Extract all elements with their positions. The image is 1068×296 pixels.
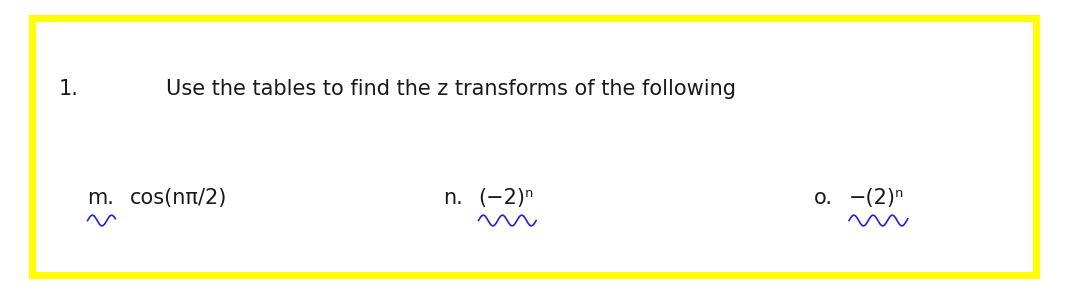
Text: o.: o. xyxy=(814,188,833,208)
Text: 1.: 1. xyxy=(59,79,79,99)
Text: −(2)ⁿ: −(2)ⁿ xyxy=(849,188,905,208)
FancyBboxPatch shape xyxy=(32,18,1036,275)
Text: cos(nπ/2): cos(nπ/2) xyxy=(130,188,227,208)
Text: Use the tables to find the z transforms of the following: Use the tables to find the z transforms … xyxy=(166,79,736,99)
Text: m.: m. xyxy=(88,188,114,208)
Text: (−2)ⁿ: (−2)ⁿ xyxy=(478,188,534,208)
Text: n.: n. xyxy=(443,188,462,208)
